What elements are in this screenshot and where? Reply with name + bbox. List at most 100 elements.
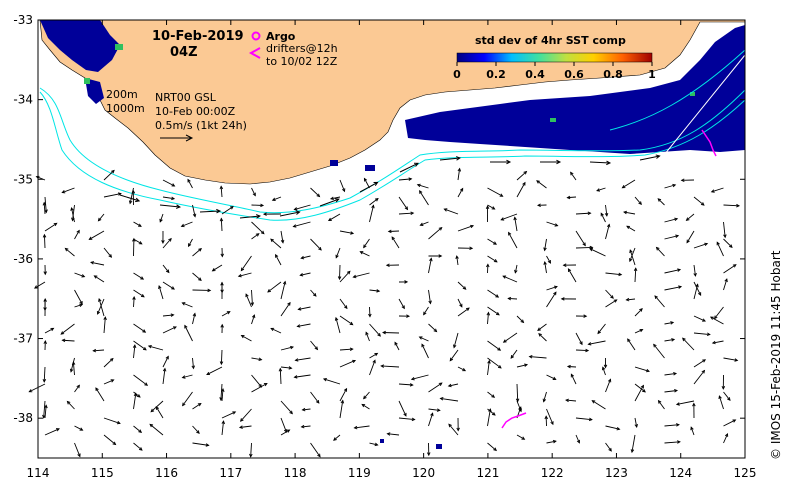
- current-arrow: [575, 230, 586, 246]
- current-arrow: [310, 238, 322, 251]
- current-arrow: [575, 434, 580, 444]
- current-arrow: [339, 388, 347, 402]
- current-arrowhead: [206, 371, 211, 376]
- current-arrowhead: [376, 289, 381, 293]
- drifter-track-east: [701, 129, 717, 157]
- current-arrowhead: [553, 291, 557, 296]
- current-arrowhead: [132, 344, 137, 349]
- current-arrowhead: [734, 358, 739, 362]
- current-arrowhead: [385, 263, 390, 267]
- current-arrow: [267, 281, 282, 293]
- current-arrowhead: [452, 344, 457, 349]
- boundary-current-arrow: [239, 215, 260, 219]
- current-arrowhead: [93, 275, 98, 279]
- current-arrow: [133, 221, 142, 227]
- current-arrowhead: [334, 316, 339, 321]
- current-arrow: [369, 289, 380, 292]
- current-arrowhead: [282, 280, 287, 285]
- current-arrowhead: [220, 253, 224, 258]
- current-arrow: [420, 221, 429, 226]
- current-arrow: [658, 400, 665, 410]
- current-arrow: [516, 315, 524, 323]
- current-arrow: [98, 213, 105, 222]
- current-arrow: [398, 400, 407, 417]
- current-arrow: [383, 332, 400, 334]
- current-arrow: [723, 221, 726, 238]
- current-arrow: [133, 340, 147, 351]
- current-arrow: [29, 383, 46, 393]
- colorbar-tick-label: 0.4: [525, 68, 545, 81]
- current-arrow: [300, 272, 311, 276]
- current-arrowhead: [250, 302, 255, 307]
- current-arrowhead: [672, 183, 677, 188]
- current-arrow: [251, 233, 260, 240]
- current-arrowhead: [318, 246, 322, 251]
- current-arrow: [686, 213, 695, 221]
- current-arrowhead: [515, 398, 520, 403]
- current-arrowhead: [675, 402, 680, 406]
- current-arrowhead: [716, 241, 720, 246]
- current-arrowhead: [116, 420, 121, 425]
- current-arrow: [457, 366, 466, 372]
- x-tick-label: 117: [219, 466, 242, 480]
- current-arrowhead: [142, 329, 147, 333]
- current-arrowhead: [401, 305, 405, 310]
- current-arrowhead: [514, 269, 518, 274]
- current-arrowhead: [337, 276, 342, 281]
- current-arrow: [457, 307, 470, 317]
- current-arrow: [487, 306, 500, 316]
- current-arrow: [536, 180, 547, 189]
- current-arrow: [487, 204, 495, 210]
- current-arrowhead: [61, 338, 66, 343]
- current-arrowhead: [359, 251, 364, 255]
- current-arrowhead: [237, 273, 242, 278]
- current-arrow: [43, 202, 46, 215]
- current-arrow: [72, 362, 75, 376]
- current-arrowhead: [657, 198, 662, 202]
- current-arrow: [188, 238, 193, 247]
- current-arrowhead: [702, 318, 706, 322]
- current-arrowhead: [270, 238, 274, 243]
- current-arrow: [423, 306, 429, 315]
- current-arrow: [457, 188, 464, 198]
- current-arrowhead: [299, 273, 304, 277]
- current-arrow: [716, 242, 724, 257]
- current-arrowhead: [368, 313, 372, 318]
- current-arrowhead: [709, 316, 714, 320]
- current-arrowhead: [66, 400, 71, 405]
- current-arrowhead: [230, 206, 234, 210]
- current-arrow: [428, 408, 440, 411]
- current-arrowhead: [60, 331, 65, 335]
- current-arrowhead: [219, 361, 224, 366]
- current-arrow: [592, 400, 606, 410]
- current-arrow: [182, 391, 193, 406]
- current-arrowhead: [616, 426, 621, 431]
- current-arrow: [162, 196, 175, 200]
- current-arrowhead: [33, 285, 38, 289]
- current-arrowhead: [288, 366, 293, 370]
- current-arrowhead: [524, 363, 529, 367]
- current-arrow: [363, 391, 370, 399]
- current-arrowhead: [165, 355, 169, 360]
- x-tick-label: 120: [412, 466, 435, 480]
- current-arrow: [634, 366, 650, 372]
- current-arrow: [280, 346, 294, 351]
- current-arrowhead: [315, 399, 320, 404]
- x-tick-label: 123: [605, 466, 628, 480]
- current-arrowhead: [521, 436, 526, 440]
- current-arrow: [339, 348, 353, 351]
- current-arrowhead: [138, 241, 143, 245]
- current-arrowhead: [28, 389, 33, 393]
- current-arrowhead: [293, 375, 298, 379]
- current-arrow: [575, 349, 589, 352]
- current-arrowhead: [76, 384, 80, 389]
- current-arrowhead: [462, 367, 467, 372]
- current-arrow: [546, 286, 558, 291]
- current-arrow: [605, 442, 612, 452]
- current-arrow: [369, 323, 381, 337]
- current-arrowhead: [497, 347, 502, 351]
- current-arrow: [723, 419, 736, 427]
- current-arrowhead: [701, 369, 706, 374]
- current-arrow: [369, 198, 379, 206]
